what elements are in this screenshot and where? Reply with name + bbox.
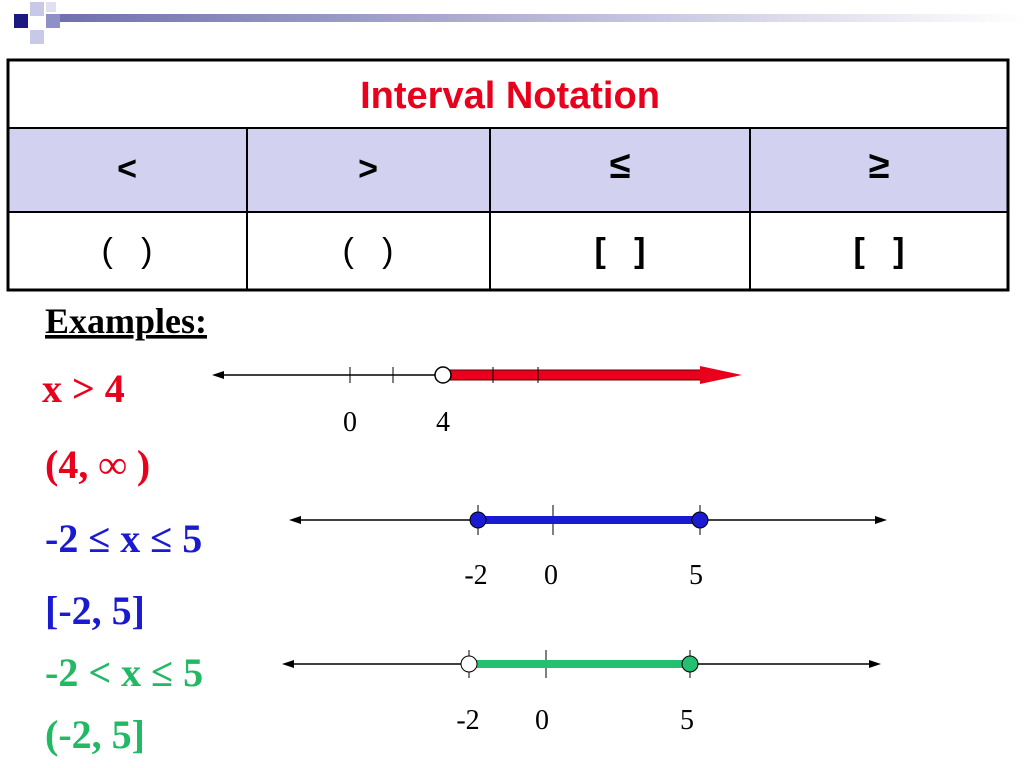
number-line: 0 4 [212, 366, 742, 438]
table-cell: ( ) [102, 232, 153, 270]
table-cell: [ ] [854, 232, 905, 270]
interval: (-2, 5] [45, 712, 145, 757]
tick-label: -2 [464, 560, 487, 591]
inequality: x > 4 [42, 366, 125, 411]
tick-label: -2 [456, 705, 479, 736]
notation-table: Interval Notation < > ≤ ≥ ( ) ( ) [ ] [ … [6, 58, 1010, 292]
tick-label: 0 [544, 560, 558, 591]
inequality: -2 < x ≤ 5 [45, 650, 203, 695]
interval: [-2, 5] [45, 588, 145, 633]
tick-label: 5 [689, 560, 703, 591]
table-cell: ( ) [343, 232, 394, 270]
number-line: -2 0 5 [282, 650, 881, 736]
tick-label: 5 [680, 705, 694, 736]
inequality: -2 ≤ x ≤ 5 [45, 516, 202, 561]
interval: (4, ∞ ) [45, 442, 150, 487]
header-cell: ≥ [869, 145, 890, 187]
table-title: Interval Notation [360, 75, 660, 117]
decoration [14, 2, 1024, 44]
examples-heading: Examples: [45, 301, 207, 341]
header-cell: ≤ [610, 145, 631, 187]
tick-label: 0 [535, 705, 549, 736]
header-cell: > [358, 150, 378, 188]
number-line: -2 0 5 [289, 505, 887, 591]
tick-label: 4 [436, 407, 450, 438]
tick-label: 0 [343, 407, 357, 438]
header-cell: < [117, 150, 137, 188]
table-cell: [ ] [595, 232, 646, 270]
